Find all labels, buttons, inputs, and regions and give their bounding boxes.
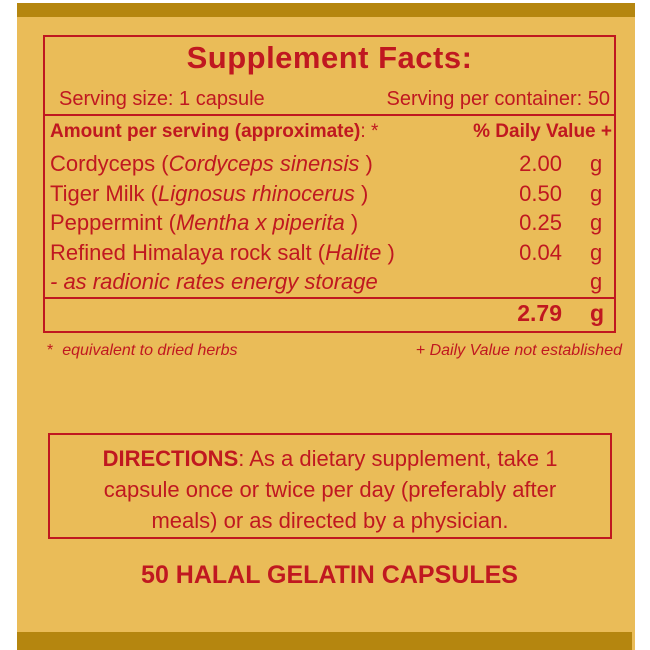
- ingredient-row-peppermint: Peppermint (Mentha x piperita ) 0.25 g: [45, 208, 614, 238]
- ingredient-unit: g: [590, 239, 603, 265]
- total-amount: 2.79: [517, 299, 562, 326]
- ingredient-rows: Cordyceps (Cordyceps sinensis ) 2.00 g T…: [45, 144, 614, 297]
- supplement-facts-title: Supplement Facts:: [186, 40, 473, 75]
- serving-row: Serving size: 1 capsule Serving per cont…: [45, 87, 614, 116]
- ingredient-row-rock-salt: Refined Himalaya rock salt (Halite ) 0.0…: [45, 238, 614, 268]
- ingredient-name: Peppermint (Mentha x piperita ): [50, 210, 359, 235]
- directions-line-3: meals) or as directed by a physician.: [151, 508, 509, 533]
- ingredient-amount: 0.50: [519, 180, 562, 206]
- top-gold-bar: [17, 3, 635, 17]
- directions-line-2: capsule once or twice per day (preferabl…: [103, 477, 557, 502]
- product-label: Supplement Facts: Serving size: 1 capsul…: [17, 3, 635, 650]
- ingredient-amount: 0.25: [519, 210, 562, 235]
- footnote-right: + Daily Value not established: [415, 342, 622, 359]
- ingredient-row-radionic-note: - as radionic rates energy storage g: [45, 267, 614, 297]
- capsule-count-line: 50 HALAL GELATIN CAPSULES: [141, 561, 518, 589]
- directions-panel: DIRECTIONS: As a dietary supplement, tak…: [48, 433, 612, 539]
- ingredient-row-cordyceps: Cordyceps (Cordyceps sinensis ) 2.00 g: [45, 149, 614, 179]
- ingredient-name: - as radionic rates energy storage: [50, 269, 378, 294]
- ingredient-row-tiger-milk: Tiger Milk (Lignosus rhinocerus ) 0.50 g: [45, 179, 614, 209]
- supplement-facts-panel: Supplement Facts: Serving size: 1 capsul…: [43, 35, 616, 333]
- footnotes: * equivalent to dried herbs + Daily Value…: [47, 341, 622, 361]
- ingredient-amount: 2.00: [519, 151, 562, 176]
- total-row: 2.79 g: [45, 296, 614, 328]
- footnote-left: * equivalent to dried herbs: [47, 342, 238, 359]
- daily-value-header: % Daily Value +: [473, 121, 612, 142]
- ingredient-unit: g: [590, 210, 603, 235]
- facts-header-row: Amount per serving (approximate): * % Da…: [45, 116, 614, 144]
- ingredient-unit: g: [590, 151, 603, 176]
- serving-size-text: Serving size: 1 capsule: [59, 88, 265, 110]
- ingredient-unit: g: [590, 269, 603, 294]
- directions-line-1: DIRECTIONS: As a dietary supplement, tak…: [102, 446, 558, 471]
- ingredient-name: Cordyceps (Cordyceps sinensis ): [50, 151, 373, 176]
- amount-per-serving-header: Amount per serving (approximate): *: [50, 121, 379, 142]
- ingredient-name: Refined Himalaya rock salt (Halite ): [50, 239, 395, 265]
- ingredient-amount: [492, 267, 562, 297]
- servings-per-container-text: Serving per container: 50: [386, 88, 610, 110]
- bottom-gold-bar: [17, 632, 632, 650]
- ingredient-amount: 0.04: [519, 239, 562, 265]
- ingredient-name: Tiger Milk (Lignosus rhinocerus ): [50, 180, 369, 206]
- total-unit: g: [590, 299, 605, 326]
- ingredient-unit: g: [590, 180, 603, 206]
